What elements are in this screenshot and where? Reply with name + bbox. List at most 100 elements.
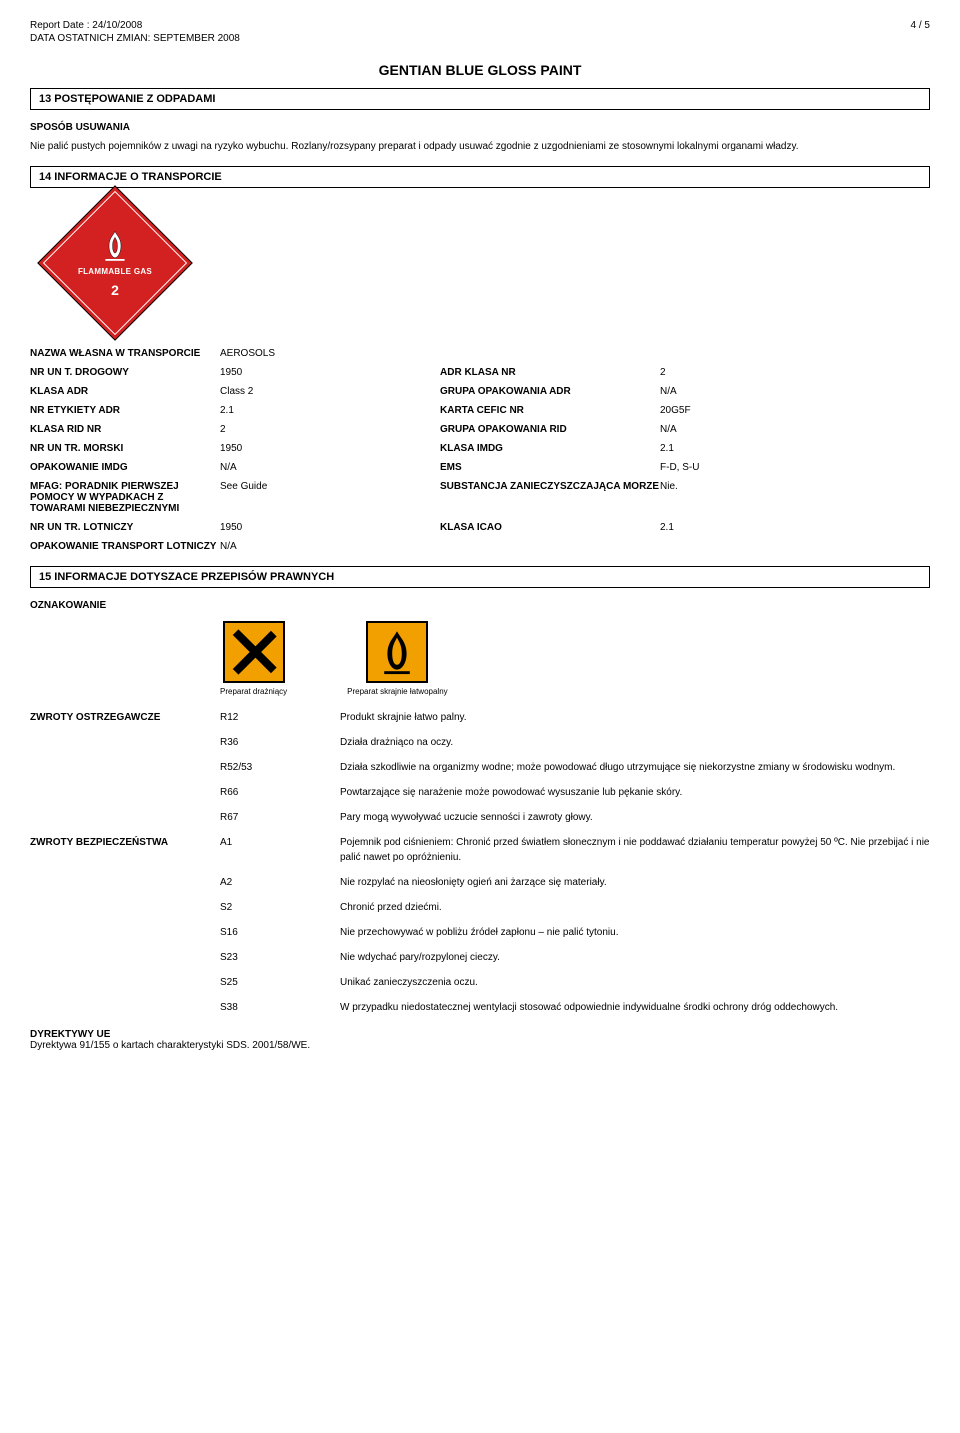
irritant-pictogram xyxy=(223,621,285,683)
phrase-text: Działa szkodliwie na organizmy wodne; mo… xyxy=(340,760,930,775)
phrase-code: S23 xyxy=(220,950,340,965)
phrase-text: Pojemnik pod ciśnieniem: Chronić przed ś… xyxy=(340,835,930,865)
transport-value: 1950 xyxy=(220,522,440,533)
diamond-class: 2 xyxy=(111,282,119,298)
transport-label: GRUPA OPAKOWANIA RID xyxy=(440,424,660,435)
safety-phrases-label xyxy=(30,900,220,915)
phrase-code: S2 xyxy=(220,900,340,915)
section-13-header: 13 POSTĘPOWANIE Z ODPADAMI xyxy=(30,88,930,110)
haz1-caption: Preparat drażniący xyxy=(220,687,287,696)
transport-value: N/A xyxy=(220,541,440,552)
phrase-code: R66 xyxy=(220,785,340,800)
phrase-code: R12 xyxy=(220,710,340,725)
section-14-header: 14 INFORMACJE O TRANSPORCIE xyxy=(30,166,930,188)
transport-value: See Guide xyxy=(220,481,440,514)
disposal-label: SPOSÓB USUWANIA xyxy=(30,122,930,133)
transport-value: 2 xyxy=(660,367,760,378)
transport-label: OPAKOWANIE TRANSPORT LOTNICZY xyxy=(30,541,220,552)
transport-value xyxy=(660,541,760,552)
safety-phrases-label: ZWROTY BEZPIECZEŃSTWA xyxy=(30,835,220,865)
diamond-text: FLAMMABLE GAS xyxy=(78,267,152,276)
directive-label: DYREKTYWY UE xyxy=(30,1029,930,1040)
phrase-text: Nie przechowywać w pobliżu źródeł zapłon… xyxy=(340,925,930,940)
phrase-code: S38 xyxy=(220,1000,340,1015)
phrase-code: S25 xyxy=(220,975,340,990)
report-date: Report Date : 24/10/2008 xyxy=(30,20,142,31)
transport-value: 1950 xyxy=(220,443,440,454)
phrase-code: R36 xyxy=(220,735,340,750)
phrase-code: R67 xyxy=(220,810,340,825)
x-cross-icon xyxy=(231,629,277,675)
transport-label: SUBSTANCJA ZANIECZYSZCZAJĄCA MORZE xyxy=(440,481,660,514)
hazard-pictograms: Preparat drażniący Preparat skrajnie łat… xyxy=(220,621,930,696)
page-number: 4 / 5 xyxy=(911,20,930,31)
phrase-text: Nie rozpylać na nieosłonięty ogień ani ż… xyxy=(340,875,930,890)
transport-value: F-D, S-U xyxy=(660,462,760,473)
transport-label: KLASA RID NR xyxy=(30,424,220,435)
safety-phrases-label xyxy=(30,925,220,940)
transport-label: EMS xyxy=(440,462,660,473)
phrase-text: Powtarzające się narażenie może powodowa… xyxy=(340,785,930,800)
phrase-text: Działa drażniąco na oczy. xyxy=(340,735,930,750)
transport-label: NAZWA WŁASNA W TRANSPORCIE xyxy=(30,348,220,359)
transport-value: 2.1 xyxy=(660,443,760,454)
phrase-code: R52/53 xyxy=(220,760,340,775)
phrase-text: W przypadku niedostatecznej wentylacji s… xyxy=(340,1000,930,1015)
transport-label: NR UN T. DROGOWY xyxy=(30,367,220,378)
transport-label: KLASA ICAO xyxy=(440,522,660,533)
flame-icon xyxy=(100,229,130,265)
safety-phrases-label xyxy=(30,1000,220,1015)
transport-value: N/A xyxy=(660,424,760,435)
phrase-grid: ZWROTY OSTRZEGAWCZER12Produkt skrajnie ł… xyxy=(30,710,930,1015)
flammable-pictogram xyxy=(366,621,428,683)
phrase-code: A2 xyxy=(220,875,340,890)
transport-label xyxy=(440,348,660,359)
phrase-text: Chronić przed dziećmi. xyxy=(340,900,930,915)
hazard-diamond: FLAMMABLE GAS 2 xyxy=(40,208,930,318)
transport-value: Nie. xyxy=(660,481,760,514)
risk-phrases-label xyxy=(30,785,220,800)
transport-grid: NAZWA WŁASNA W TRANSPORCIEAEROSOLSNR UN … xyxy=(30,348,930,552)
phrase-text: Produkt skrajnie łatwo palny. xyxy=(340,710,930,725)
last-change-date: DATA OSTATNICH ZMIAN: SEPTEMBER 2008 xyxy=(30,33,930,44)
transport-value xyxy=(660,348,760,359)
transport-label: NR UN TR. LOTNICZY xyxy=(30,522,220,533)
transport-value: AEROSOLS xyxy=(220,348,440,359)
transport-value: 20G5F xyxy=(660,405,760,416)
haz2-caption: Preparat skrajnie łatwopalny xyxy=(347,687,448,696)
risk-phrases-label xyxy=(30,810,220,825)
transport-value: N/A xyxy=(220,462,440,473)
disposal-text: Nie palić pustych pojemników z uwagi na … xyxy=(30,139,930,154)
transport-label: MFAG: PORADNIK PIERWSZEJ POMOCY W WYPADK… xyxy=(30,481,220,514)
transport-value: 2 xyxy=(220,424,440,435)
transport-label: NR ETYKIETY ADR xyxy=(30,405,220,416)
transport-value: 1950 xyxy=(220,367,440,378)
phrase-text: Nie wdychać pary/rozpylonej cieczy. xyxy=(340,950,930,965)
transport-label: NR UN TR. MORSKI xyxy=(30,443,220,454)
safety-phrases-label xyxy=(30,875,220,890)
transport-value: 2.1 xyxy=(220,405,440,416)
section-15-header: 15 INFORMACJE DOTYSZACE PRZEPISÓW PRAWNY… xyxy=(30,566,930,588)
transport-label: GRUPA OPAKOWANIA ADR xyxy=(440,386,660,397)
transport-value: N/A xyxy=(660,386,760,397)
transport-label: KARTA CEFIC NR xyxy=(440,405,660,416)
transport-label: KLASA ADR xyxy=(30,386,220,397)
transport-value: Class 2 xyxy=(220,386,440,397)
phrase-text: Pary mogą wywoływać uczucie senności i z… xyxy=(340,810,930,825)
directive-text: Dyrektywa 91/155 o kartach charakterysty… xyxy=(30,1040,930,1051)
transport-label: ADR KLASA NR xyxy=(440,367,660,378)
safety-phrases-label xyxy=(30,950,220,965)
phrase-code: A1 xyxy=(220,835,340,865)
flame-icon xyxy=(377,628,417,676)
transport-label xyxy=(440,541,660,552)
phrase-code: S16 xyxy=(220,925,340,940)
risk-phrases-label xyxy=(30,735,220,750)
risk-phrases-label xyxy=(30,760,220,775)
labelling-label: OZNAKOWANIE xyxy=(30,600,930,611)
product-title: GENTIAN BLUE GLOSS PAINT xyxy=(30,62,930,78)
risk-phrases-label: ZWROTY OSTRZEGAWCZE xyxy=(30,710,220,725)
safety-phrases-label xyxy=(30,975,220,990)
transport-value: 2.1 xyxy=(660,522,760,533)
transport-label: KLASA IMDG xyxy=(440,443,660,454)
transport-label: OPAKOWANIE IMDG xyxy=(30,462,220,473)
